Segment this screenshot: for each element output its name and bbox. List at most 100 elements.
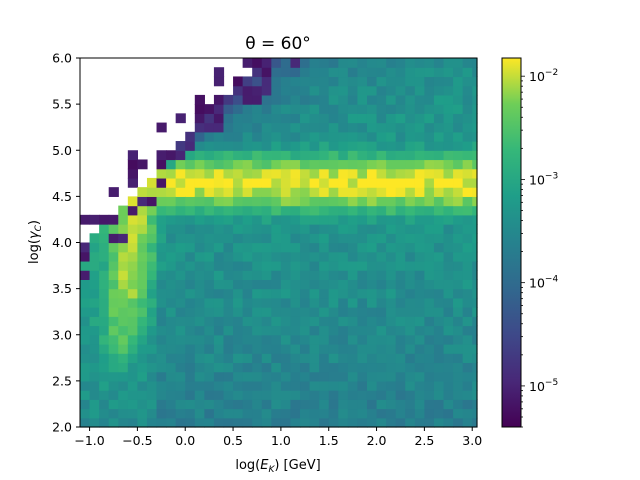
heatmap-cell (328, 67, 339, 78)
heatmap-cell (347, 380, 359, 391)
heatmap-cell (472, 141, 478, 151)
heatmap-cell (424, 325, 435, 336)
heatmap-cell (127, 251, 138, 262)
heatmap-cell (127, 159, 138, 170)
heatmap-cell (242, 371, 253, 382)
heatmap-cell (108, 279, 119, 290)
heatmap-cell (204, 325, 215, 336)
heatmap-cell (300, 279, 311, 290)
heatmap-cell (175, 362, 186, 373)
heatmap-cell (280, 399, 292, 410)
heatmap-cell (271, 390, 282, 400)
heatmap-cell (261, 214, 272, 225)
heatmap-cell (166, 242, 177, 253)
heatmap-cell (290, 316, 301, 327)
heatmap-cell (137, 380, 148, 391)
heatmap-cell (366, 390, 378, 400)
heatmap-cell (357, 288, 368, 299)
heatmap-cell (300, 205, 311, 216)
heatmap-cell (386, 67, 397, 78)
heatmap-cell (424, 214, 435, 225)
heatmap-cell (185, 417, 196, 428)
heatmap-cell (146, 316, 158, 327)
heatmap-cell (156, 325, 167, 336)
heatmap-cell (271, 288, 282, 299)
heatmap-cell (194, 270, 205, 280)
heatmap-cell (424, 251, 435, 262)
heatmap-cell (261, 205, 272, 216)
heatmap-cell (472, 390, 478, 400)
heatmap-cell (146, 251, 158, 262)
heatmap-cell (300, 58, 311, 68)
heatmap-cell (233, 390, 244, 400)
heatmap-cell (213, 94, 225, 105)
heatmap-cell (252, 141, 263, 151)
heatmap-cell (328, 104, 339, 114)
heatmap-cell (472, 279, 478, 290)
heatmap-cell (242, 242, 253, 253)
heatmap-cell (366, 94, 378, 105)
heatmap-cell (347, 122, 359, 133)
heatmap-cell (443, 196, 454, 207)
heatmap-cell (194, 233, 205, 244)
heatmap-cell (156, 251, 167, 262)
heatmap-cell (347, 233, 359, 244)
heatmap-cell (376, 150, 387, 161)
heatmap-cell (290, 67, 301, 78)
heatmap-cell (309, 371, 320, 382)
heatmap-cell (462, 150, 473, 161)
heatmap-cell (166, 316, 177, 327)
heatmap-cell (156, 205, 167, 216)
heatmap-cell (366, 150, 378, 161)
heatmap-cell (261, 177, 272, 188)
heatmap-cell (357, 58, 368, 68)
heatmap-cell (280, 334, 292, 345)
heatmap-cell (338, 408, 349, 419)
heatmap-cell (453, 122, 464, 133)
heatmap-cell (156, 150, 167, 161)
heatmap-cell (89, 362, 100, 373)
heatmap-cell (319, 131, 330, 142)
heatmap-cell (319, 297, 330, 308)
heatmap-cell (319, 150, 330, 161)
heatmap-cell (386, 131, 397, 142)
heatmap-cell (424, 196, 435, 207)
heatmap-cell (233, 76, 244, 87)
heatmap-cell (357, 94, 368, 105)
heatmap-cell (300, 288, 311, 299)
heatmap-cell (386, 279, 397, 290)
heatmap-cell (242, 85, 253, 96)
heatmap-cell (309, 224, 320, 234)
heatmap-cell (261, 297, 272, 308)
heatmap-cell (338, 251, 349, 262)
heatmap-cell (405, 297, 416, 308)
heatmap-cell (271, 371, 282, 382)
heatmap-cell (80, 417, 91, 428)
heatmap-cell (233, 325, 244, 336)
heatmap-cell (194, 214, 205, 225)
heatmap-cell (213, 334, 225, 345)
heatmap-cell (319, 104, 330, 114)
heatmap-cell (386, 307, 397, 317)
heatmap-cell (271, 177, 282, 188)
heatmap-cell (271, 131, 282, 142)
heatmap-cell (223, 297, 234, 308)
heatmap-cell (137, 399, 148, 410)
heatmap-cell (338, 196, 349, 207)
heatmap-cell (347, 159, 359, 170)
heatmap-cell (252, 288, 263, 299)
heatmap-cell (433, 224, 445, 234)
heatmap-cell (319, 417, 330, 428)
heatmap-cell (405, 399, 416, 410)
heatmap-cell (319, 307, 330, 317)
heatmap-cell (204, 177, 215, 188)
heatmap-cell (453, 260, 464, 271)
heatmap-cell (395, 270, 406, 280)
heatmap-cell (261, 408, 272, 419)
heatmap-cell (261, 94, 272, 105)
heatmap-cell (395, 353, 406, 364)
heatmap-cell (108, 353, 119, 364)
heatmap-cell (213, 104, 225, 114)
heatmap-cell (137, 362, 148, 373)
heatmap-cell (233, 371, 244, 382)
